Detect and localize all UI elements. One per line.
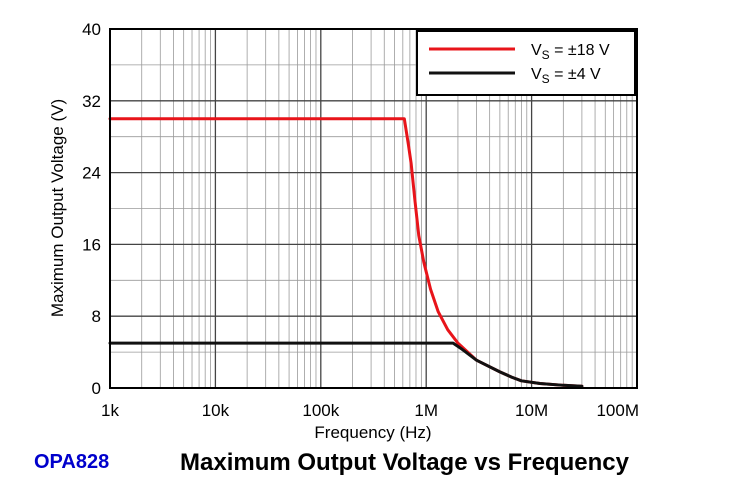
y-tick-label: 8 (92, 307, 101, 326)
x-tick-label: 10k (202, 401, 230, 420)
x-tick-labels: 1k 10k 100k 1M 10M 100M (101, 401, 639, 420)
legend-label: VS = ±4 V (531, 66, 601, 86)
series-line-1 (108, 341, 584, 388)
part-number: OPA828 (34, 451, 110, 473)
series-layer (108, 117, 584, 388)
legend: VS = ±18 V VS = ±4 V (416, 30, 636, 96)
x-tick-label: 10M (515, 401, 548, 420)
y-tick-label: 40 (82, 20, 101, 39)
series-line-0 (108, 117, 584, 388)
legend-label: VS = ±18 V (531, 42, 610, 62)
chart-title: Maximum Output Voltage vs Frequency (180, 449, 629, 476)
x-tick-label: 100M (596, 401, 639, 420)
y-tick-label: 24 (82, 164, 101, 183)
y-tick-label: 16 (82, 235, 101, 254)
x-axis-label: Frequency (Hz) (314, 423, 431, 442)
legend-box (416, 30, 636, 96)
y-axis-label: Maximum Output Voltage (V) (48, 99, 67, 317)
x-tick-label: 100k (302, 401, 339, 420)
x-tick-label: 1k (101, 401, 119, 420)
y-tick-label: 32 (82, 92, 101, 111)
plot-frame (109, 28, 638, 389)
y-tick-labels: 0 8 16 24 32 40 (82, 20, 101, 398)
x-tick-label: 1M (414, 401, 438, 420)
y-tick-label: 0 (92, 379, 101, 398)
